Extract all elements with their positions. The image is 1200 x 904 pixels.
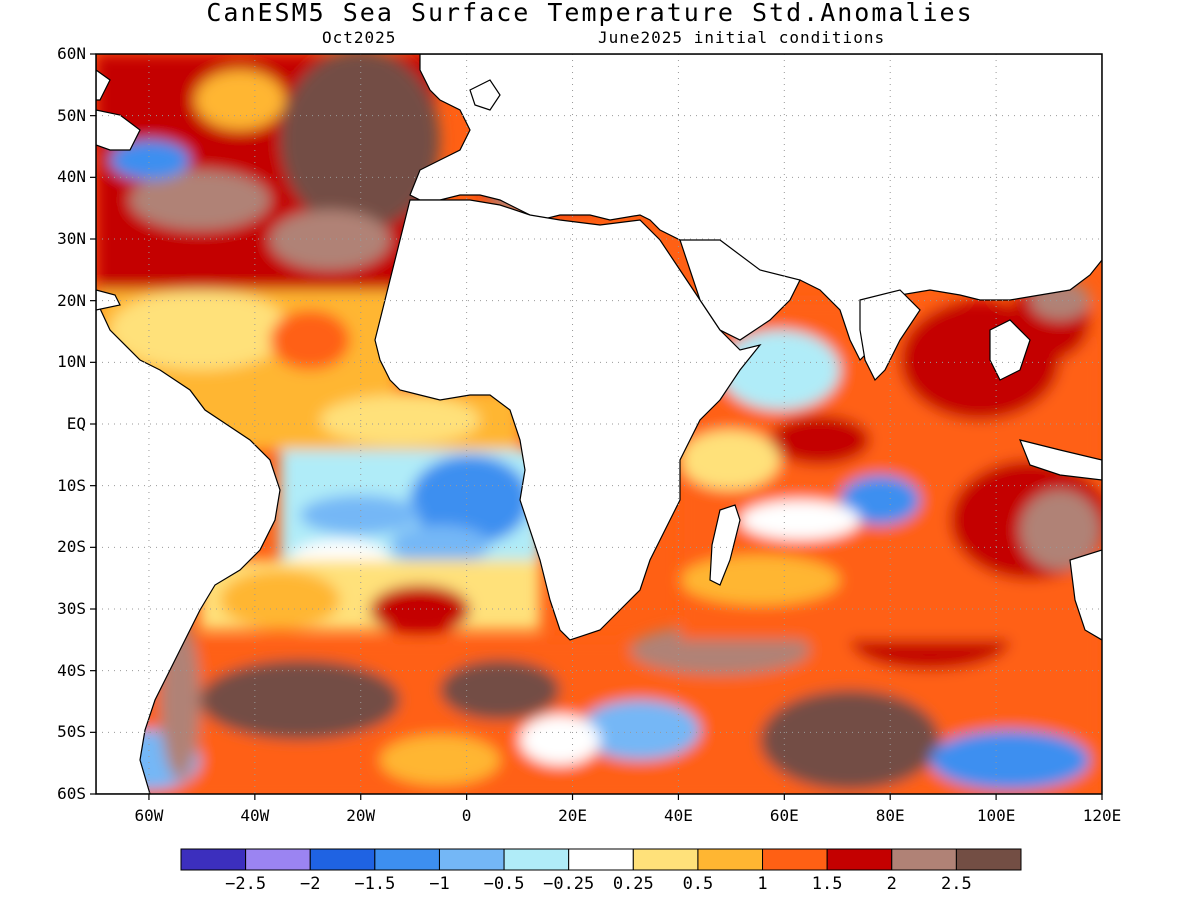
lat-label: 30N <box>57 229 86 248</box>
lon-label: 40E <box>663 806 693 825</box>
colorbar-level-label: 1.5 <box>811 874 843 894</box>
lat-label: 40N <box>57 167 86 187</box>
initial-conditions: June2025 initial conditions <box>598 28 886 47</box>
colorbar-level-label: 0.5 <box>682 874 714 894</box>
colorbar-level-label: −0.5 <box>483 874 525 894</box>
colorbar-level-label: −2 <box>299 874 321 894</box>
lat-label: 10S <box>57 475 86 495</box>
colorbar-swatch <box>309 848 376 871</box>
colorbar-swatch <box>568 848 634 871</box>
colorbar-swatch <box>955 848 1022 871</box>
lat-label: 50S <box>57 722 86 742</box>
lat-label: EQ <box>66 414 86 433</box>
lat-label: 10N <box>57 352 86 372</box>
lon-label: 60W <box>134 806 164 825</box>
lon-label: 20W <box>346 806 376 825</box>
colorbar-level-label: 1 <box>757 874 768 894</box>
lon-label: 40W <box>240 806 270 825</box>
colorbar-swatch <box>891 848 957 871</box>
lat-label: 40S <box>57 660 86 680</box>
region-southern-indian-cold-patch <box>840 475 920 525</box>
colorbar-level-label: −1.5 <box>354 874 396 894</box>
lat-label: 20N <box>57 290 86 310</box>
anomaly-field <box>96 54 1102 794</box>
colorbar-swatch <box>503 848 570 871</box>
region-southern-ocean <box>200 660 400 740</box>
lat-label: 50N <box>57 105 86 125</box>
lon-label: 120E <box>1082 806 1122 825</box>
lon-label: 80E <box>875 806 905 825</box>
land <box>96 54 1102 794</box>
colorbar-level-label: 2.5 <box>941 874 972 894</box>
axis-ticks <box>90 53 1103 800</box>
colorbar-swatch <box>762 848 828 871</box>
colorbar-swatch <box>632 848 699 871</box>
lon-label: 0 <box>461 806 472 825</box>
colorbar <box>180 848 1022 871</box>
colorbar-swatch <box>180 848 247 871</box>
colorbar-level-label: −2.5 <box>225 874 267 894</box>
colorbar-swatch <box>374 848 440 871</box>
chart-title: CanESM5 Sea Surface Temperature Std.Anom… <box>206 0 974 27</box>
lat-label: 30S <box>57 599 86 618</box>
colorbar-swatch <box>697 848 764 871</box>
lon-label: 20E <box>558 806 587 825</box>
colorbar-level-label: −0.25 <box>543 874 595 894</box>
lon-label: 60E <box>769 806 799 825</box>
region-north-atlantic-subpolar <box>280 54 440 230</box>
colorbar-level-label: 0.25 <box>612 874 654 894</box>
forecast-month: Oct2025 <box>322 28 397 47</box>
colorbar-swatch <box>826 848 893 871</box>
colorbar-swatch <box>438 848 505 871</box>
colorbar-level-label: −1 <box>429 874 450 894</box>
colorbar-swatch <box>245 848 311 871</box>
lon-label: 100E <box>976 806 1016 825</box>
lat-label: 60S <box>57 784 86 803</box>
lat-label: 20S <box>57 537 86 557</box>
colorbar-level-label: 2 <box>886 874 897 894</box>
lat-label: 60N <box>57 44 86 63</box>
